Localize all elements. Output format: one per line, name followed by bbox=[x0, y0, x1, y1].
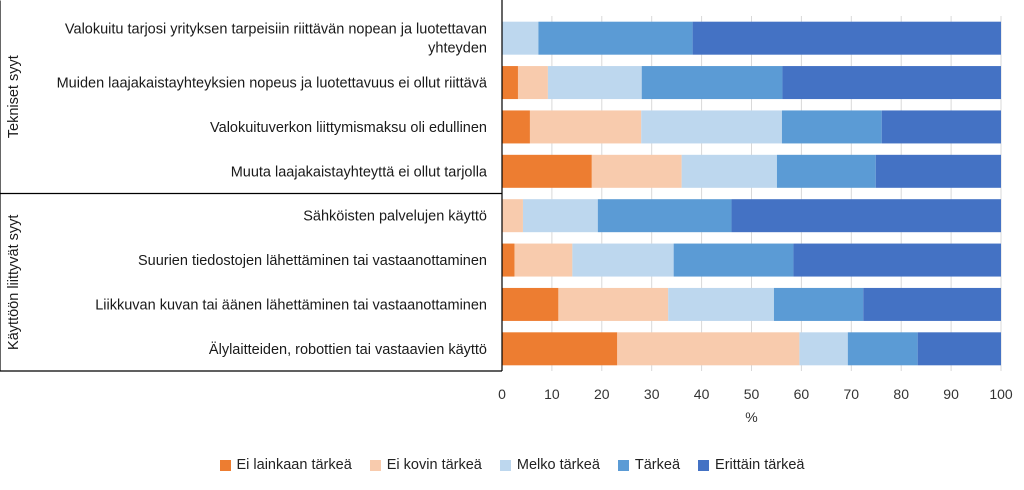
bar-segment bbox=[681, 154, 777, 188]
legend-swatch bbox=[499, 459, 511, 471]
bar-segment bbox=[673, 243, 794, 277]
x-tick-label: 30 bbox=[644, 386, 660, 402]
legend-item: Melko tärkeä bbox=[499, 457, 600, 473]
bar-segment bbox=[782, 66, 1001, 100]
bar-segment bbox=[776, 154, 876, 188]
bar-segment bbox=[591, 154, 682, 188]
group-labels: Tekniset syyt Käyttöön liittyvät syyt bbox=[6, 55, 22, 350]
bar-segment bbox=[793, 243, 1001, 277]
legend: Ei lainkaan tärkeä Ei kovin tärkeä Melko t… bbox=[0, 452, 1024, 478]
bar-segment bbox=[617, 332, 800, 366]
x-tick-label: 20 bbox=[594, 386, 610, 402]
bar-segment bbox=[558, 287, 669, 321]
legend-label: Ei kovin tärkeä bbox=[386, 457, 482, 473]
bar-segment bbox=[514, 243, 573, 277]
bar-segment bbox=[538, 21, 693, 55]
bar-segment bbox=[875, 154, 1001, 188]
x-tick-labels: 0 10 20 30 40 50 60 70 80 90 100 bbox=[498, 386, 1013, 402]
bar-segment bbox=[502, 287, 559, 321]
bar-segment bbox=[502, 332, 618, 366]
category-label: Liikkuvan kuvan tai äänen lähettäminen t… bbox=[95, 297, 487, 313]
bar-segment bbox=[547, 66, 642, 100]
x-tick-label: 90 bbox=[943, 386, 959, 402]
legend-item: Tärkeä bbox=[617, 457, 681, 473]
x-tick-label: 0 bbox=[498, 386, 506, 402]
x-tick-label: 70 bbox=[844, 386, 860, 402]
bar-segment bbox=[917, 332, 1001, 366]
legend-swatch bbox=[219, 459, 231, 471]
bars bbox=[502, 21, 1001, 366]
bar-segment bbox=[641, 66, 783, 100]
bar-segment bbox=[773, 287, 864, 321]
bar-segment bbox=[799, 332, 848, 366]
legend-swatch bbox=[698, 459, 710, 471]
category-label: Valokuitu tarjosi yrityksen tarpeisiin r… bbox=[65, 22, 487, 38]
bar-segment bbox=[781, 110, 882, 144]
legend-label: Ei lainkaan tärkeä bbox=[236, 457, 352, 473]
group-label: Käyttöön liittyvät syyt bbox=[6, 215, 22, 350]
legend-swatch bbox=[617, 459, 629, 471]
bar-segment bbox=[692, 21, 1001, 55]
legend-item: Ei lainkaan tärkeä bbox=[219, 457, 352, 473]
bar-segment bbox=[502, 66, 518, 100]
legend-swatch bbox=[369, 459, 381, 471]
bar-segment bbox=[641, 110, 782, 144]
bar-segment bbox=[847, 332, 918, 366]
x-tick-label: 40 bbox=[694, 386, 710, 402]
bar-segment bbox=[502, 154, 592, 188]
bar-segment bbox=[597, 199, 732, 233]
bar-segment bbox=[863, 287, 1001, 321]
bar-segment bbox=[731, 199, 1001, 233]
bar-segment bbox=[502, 110, 530, 144]
category-label: Muiden laajakaistayhteyksien nopeus ja l… bbox=[57, 76, 488, 92]
bar-segment bbox=[881, 110, 1001, 144]
x-tick-label: 80 bbox=[893, 386, 909, 402]
bar-segment bbox=[502, 21, 539, 55]
stacked-bar-chart: Valokuitu tarjosi yrityksen tarpeisiin r… bbox=[0, 0, 1013, 425]
category-labels: Valokuitu tarjosi yrityksen tarpeisiin r… bbox=[57, 22, 488, 358]
group-label: Tekniset syyt bbox=[6, 55, 22, 138]
category-frame bbox=[0, 0, 503, 372]
bar-segment bbox=[517, 66, 548, 100]
bar-segment bbox=[572, 243, 674, 277]
x-tick-label: 10 bbox=[544, 386, 560, 402]
bar-segment bbox=[502, 243, 515, 277]
category-label: Sähköisten palvelujen käyttö bbox=[303, 209, 487, 225]
bar-segment bbox=[522, 199, 598, 233]
category-label: Älylaitteiden, robottien tai vastaavien … bbox=[209, 341, 487, 358]
bar-segment bbox=[668, 287, 774, 321]
bar-segment bbox=[529, 110, 642, 144]
legend-label: Tärkeä bbox=[634, 457, 681, 473]
category-label: Valokuituverkon liittymismaksu oli edull… bbox=[210, 120, 487, 136]
x-axis-title: % bbox=[745, 409, 757, 425]
bar-segment bbox=[502, 199, 523, 233]
category-label: Muuta laajakaistayhteyttä ei ollut tarjo… bbox=[231, 164, 488, 180]
legend-item: Erittäin tärkeä bbox=[698, 457, 805, 473]
legend-label: Melko tärkeä bbox=[516, 457, 600, 473]
x-tick-label: 60 bbox=[794, 386, 810, 402]
x-tick-label: 50 bbox=[744, 386, 760, 402]
legend-label: Erittäin tärkeä bbox=[715, 457, 805, 473]
legend-item: Ei kovin tärkeä bbox=[369, 457, 482, 473]
category-label: yhteyden bbox=[428, 41, 487, 57]
category-label: Suurien tiedostojen lähettäminen tai vas… bbox=[138, 253, 487, 269]
x-tick-label: 100 bbox=[989, 386, 1013, 402]
